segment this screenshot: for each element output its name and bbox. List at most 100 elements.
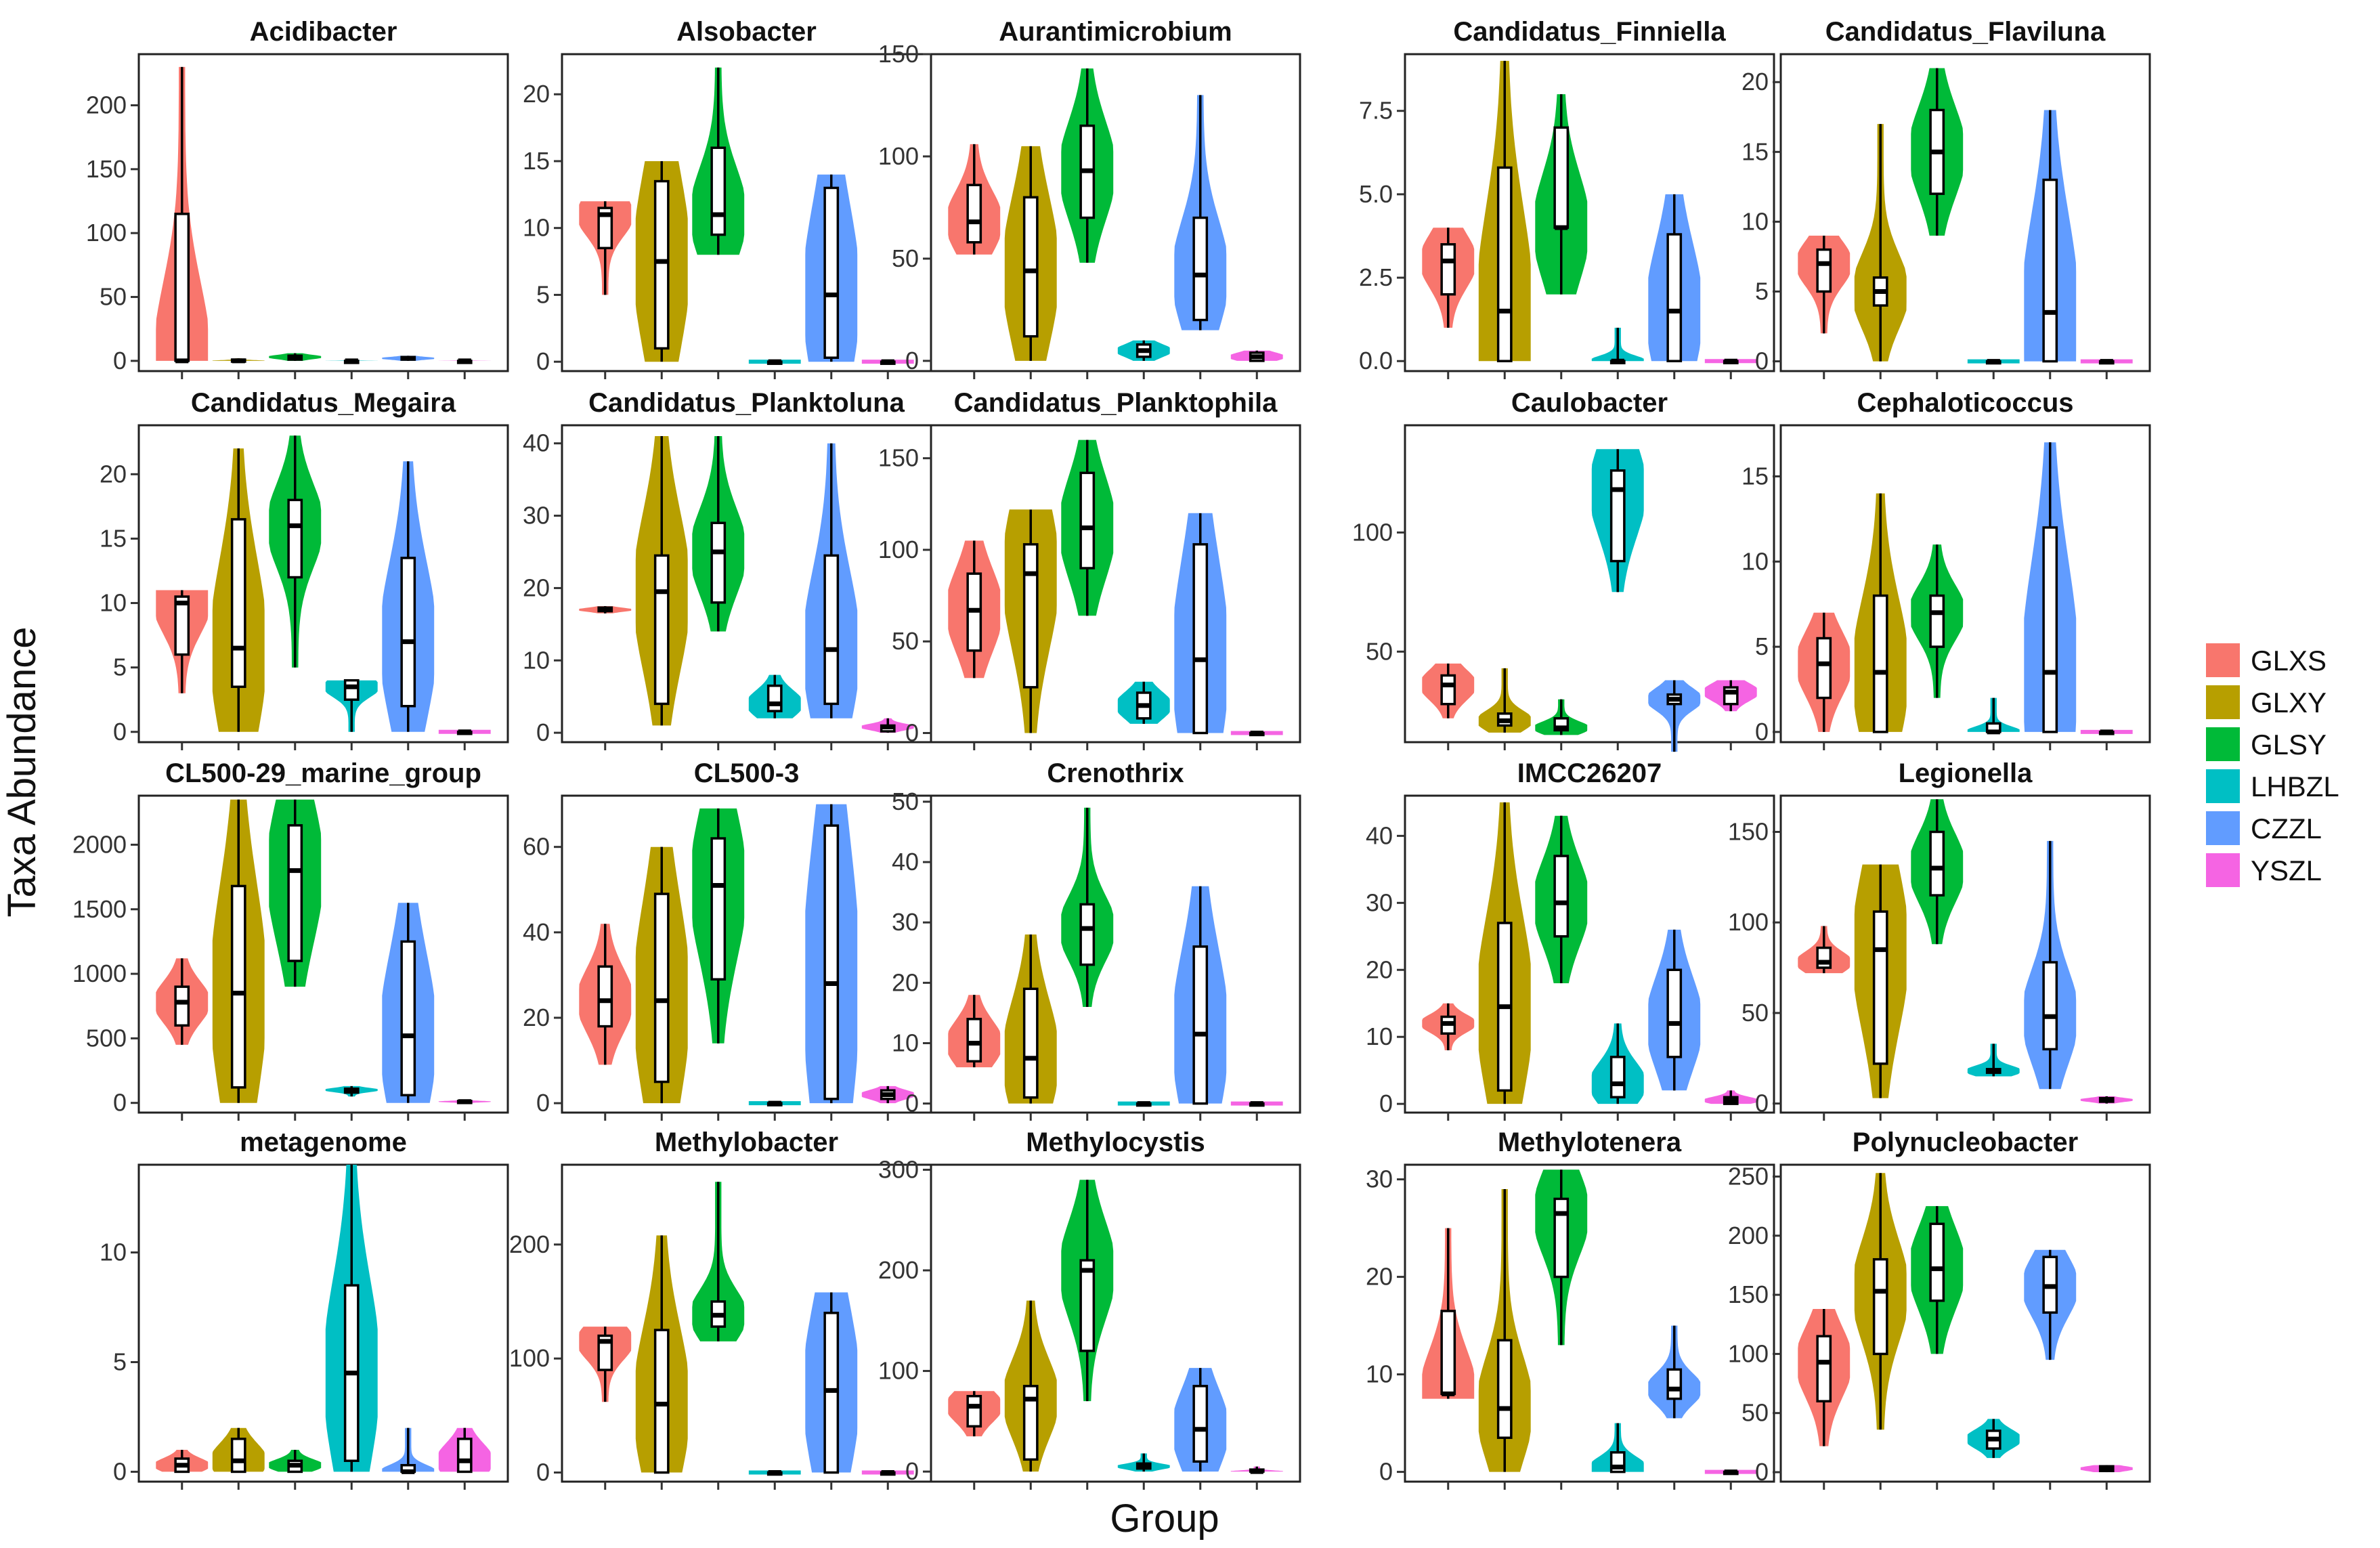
y-tick-label: 0 (113, 718, 127, 746)
legend-label: CZZL (2251, 813, 2322, 844)
y-tick-label: 50 (892, 788, 919, 815)
y-tick-label: 10 (523, 646, 550, 674)
y-tick-label: 50 (1741, 1399, 1769, 1427)
legend-item-CZZL: CZZL (2206, 811, 2322, 845)
y-tick-label: 150 (1728, 1281, 1769, 1308)
panel-title: Candidatus_Planktoluna (588, 388, 905, 418)
panel-IMCC26207: IMCC26207 0 10 20 30 40 (1366, 758, 1775, 1121)
legend-swatch (2206, 643, 2240, 677)
violin-GLXS (579, 1327, 632, 1402)
panel-metagenome: metagenome 0 5 10 (100, 1127, 509, 1490)
violin-LHBZL (1117, 1453, 1170, 1472)
y-tick-label: 250 (1728, 1162, 1769, 1190)
violin-GLXS (1422, 1228, 1475, 1399)
y-tick-label: 40 (523, 429, 550, 457)
y-tick-label: 150 (1728, 817, 1769, 845)
violin-GLSY (1061, 68, 1114, 263)
box (597, 1334, 613, 1371)
violin-GLXS (156, 1450, 209, 1474)
y-tick-label: 20 (1741, 68, 1769, 95)
box (1816, 637, 1832, 700)
y-tick-label: 10 (100, 589, 127, 617)
y-tick-label: 10 (1741, 547, 1769, 575)
violin-GLXS (948, 540, 1001, 679)
violin-LHBZL (1591, 449, 1644, 593)
y-tick-label: 5 (1755, 632, 1769, 660)
y-tick-label: 100 (509, 1344, 550, 1372)
violin-GLXY (1854, 124, 1907, 362)
y-tick-label: 500 (86, 1024, 127, 1052)
violin-CZZL (1174, 1368, 1227, 1472)
y-tick-label: 0 (905, 1090, 919, 1117)
violin-YSZL (438, 729, 491, 735)
y-tick-label: 100 (1728, 908, 1769, 936)
box (1022, 1385, 1039, 1461)
violin-GLXS (1798, 612, 1851, 732)
box (1496, 1339, 1513, 1439)
box (1872, 910, 1888, 1065)
panel-frame (1404, 794, 1775, 1114)
panel-frame (137, 1163, 509, 1483)
box (1022, 196, 1039, 338)
y-tick-label: 40 (892, 848, 919, 876)
violin-YSZL (861, 1085, 914, 1104)
box (1079, 1259, 1096, 1352)
box (766, 684, 783, 712)
box (1929, 594, 1945, 648)
y-tick-label: 20 (892, 968, 919, 996)
panel-title: Caulobacter (1511, 388, 1668, 418)
panel-Candidatus_Megaira: Candidatus_Megaira 0 5 10 15 20 (100, 388, 509, 750)
box (597, 207, 613, 250)
violin-GLXY (635, 436, 688, 726)
panel-Candidatus_Planktoluna: Candidatus_Planktoluna 0 10 20 30 40 (523, 388, 932, 750)
box (966, 1394, 982, 1428)
panel-title: Candidatus_Planktophila (954, 388, 1278, 418)
legend-label: GLXS (2251, 645, 2327, 676)
violin-LHBZL (325, 1165, 378, 1472)
box (1022, 543, 1039, 689)
y-tick-label: 30 (892, 908, 919, 936)
y-tick-label: 30 (1366, 1165, 1393, 1193)
violin-YSZL (2080, 359, 2133, 365)
legend-item-LHBZL: LHBZL (2206, 769, 2339, 803)
violin-CZZL (1648, 1325, 1701, 1419)
box (1192, 945, 1209, 1105)
panel-frame (1779, 1163, 2151, 1483)
y-tick-label: 2000 (72, 830, 127, 858)
panel-title: Methylotenera (1498, 1127, 1682, 1157)
violin-GLXS (579, 606, 632, 614)
violin-GLXY (1478, 802, 1531, 1104)
violin-CZZL (805, 804, 858, 1104)
box (230, 884, 246, 1089)
y-tick-label: 100 (878, 1357, 919, 1385)
legend-swatch (2206, 853, 2240, 887)
panel-title: Legionella (1899, 758, 2033, 788)
y-tick-label: 0 (905, 718, 919, 746)
violin-LHBZL (748, 359, 801, 365)
y-tick-label: 0 (1379, 1090, 1393, 1117)
panel-title: Alsobacter (676, 17, 817, 47)
legend-swatch (2206, 727, 2240, 761)
violin-CZZL (382, 1427, 435, 1474)
panel-title: Methylocystis (1026, 1127, 1205, 1157)
violin-YSZL (1704, 1090, 1757, 1105)
box (1929, 830, 1945, 897)
box (1553, 855, 1570, 938)
violin-CZZL (1174, 886, 1227, 1105)
panel-Candidatus_Flaviluna: Candidatus_Flaviluna 0 5 10 15 20 (1741, 17, 2151, 379)
violin-GLXY (1004, 146, 1057, 361)
violin-GLSY (692, 1182, 745, 1341)
violin-GLXS (579, 201, 632, 295)
violin-LHBZL (748, 1100, 801, 1106)
box (230, 1438, 246, 1474)
panel-Methylobacter: Methylobacter 0 100 200 (509, 1127, 932, 1490)
box (1440, 674, 1456, 706)
legend-label: YSZL (2251, 855, 2322, 886)
violin-LHBZL (1117, 681, 1170, 724)
violin-GLXY (1478, 1189, 1531, 1472)
violin-GLXY (1004, 934, 1057, 1104)
violin-GLXS (948, 144, 1001, 255)
legend-swatch (2206, 685, 2240, 719)
violin-GLXY (212, 448, 265, 732)
